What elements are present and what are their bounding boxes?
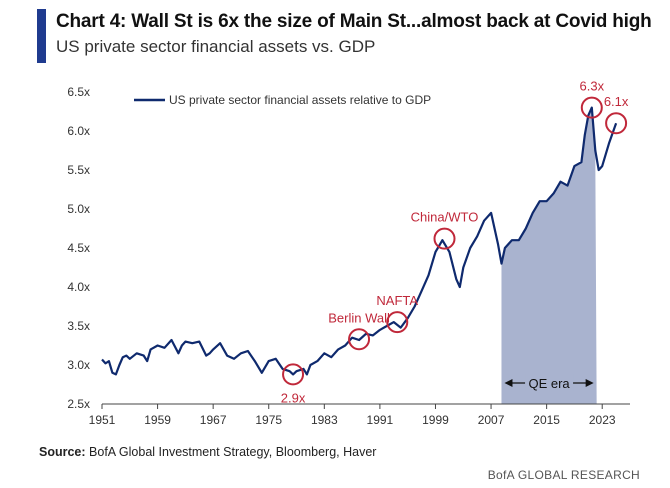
annotation-label: China/WTO — [411, 210, 479, 225]
annotation-label: NAFTA — [376, 293, 418, 308]
x-tick-label: 1951 — [89, 413, 116, 427]
source-label: Source: — [39, 445, 86, 459]
y-tick-label: 5.0x — [67, 202, 90, 216]
series-line — [101, 106, 618, 376]
annotation-label: 6.1x — [604, 94, 629, 109]
annotation-circle — [580, 96, 603, 119]
chart-title: Chart 4: Wall St is 6x the size of Main … — [56, 11, 652, 32]
chart-area: QE era 1951 1959 1967 1975 1983 1991 1999 2007 2… — [67, 79, 630, 427]
series-line-layer — [101, 106, 618, 376]
annotation-circle — [282, 363, 305, 386]
accent-bar — [37, 9, 46, 63]
x-tick-label: 1967 — [200, 413, 227, 427]
y-tick-label: 4.5x — [67, 241, 90, 255]
annotation-label: Berlin Wall — [328, 310, 390, 325]
qe-era-shade — [501, 107, 597, 404]
qe-era-arrow-left — [504, 379, 513, 387]
y-tick-label: 5.5x — [67, 163, 90, 177]
x-tick-label: 1991 — [367, 413, 394, 427]
legend: US private sector financial assets relat… — [134, 93, 431, 107]
annotation-circle — [386, 311, 409, 334]
y-tick-label: 6.5x — [67, 85, 90, 99]
annotation-label: 2.9x — [281, 390, 306, 405]
annotation-circle — [605, 112, 628, 135]
legend-label: US private sector financial assets relat… — [169, 93, 431, 107]
annotation-label: 6.3x — [580, 79, 605, 94]
annotations: 2.9x Berlin Wall NAFTA China/WTO 6.3x6.1x — [281, 79, 629, 406]
y-tick-label: 2.5x — [67, 397, 90, 411]
qe-era-arrow-right — [585, 379, 594, 387]
x-tick-label: 2023 — [589, 413, 616, 427]
qe-era-label: QE era — [528, 376, 570, 391]
annotation-circle — [433, 227, 456, 250]
x-tick-label: 1983 — [311, 413, 338, 427]
qe-era-region: QE era — [501, 107, 597, 404]
x-tick-label: 2007 — [478, 413, 505, 427]
x-tick-label: 1975 — [255, 413, 282, 427]
chart-subtitle: US private sector financial assets vs. G… — [56, 37, 376, 56]
y-tick-label: 3.5x — [67, 319, 90, 333]
annotation-circle — [348, 328, 371, 351]
source-note: Source: BofA Global Investment Strategy,… — [39, 445, 376, 459]
y-tick-label: 4.0x — [67, 280, 90, 294]
y-tick-label: 3.0x — [67, 358, 90, 372]
axes: 1951 1959 1967 1975 1983 1991 1999 2007 2015 2023… — [67, 85, 630, 427]
x-tick-label: 2015 — [533, 413, 560, 427]
x-tick-label: 1999 — [422, 413, 449, 427]
source-text: BofA Global Investment Strategy, Bloombe… — [89, 445, 377, 459]
y-tick-label: 6.0x — [67, 124, 90, 138]
x-tick-label: 1959 — [144, 413, 171, 427]
qe-era-label-bg — [525, 374, 574, 391]
brand-label: BofA GLOBAL RESEARCH — [487, 468, 640, 482]
